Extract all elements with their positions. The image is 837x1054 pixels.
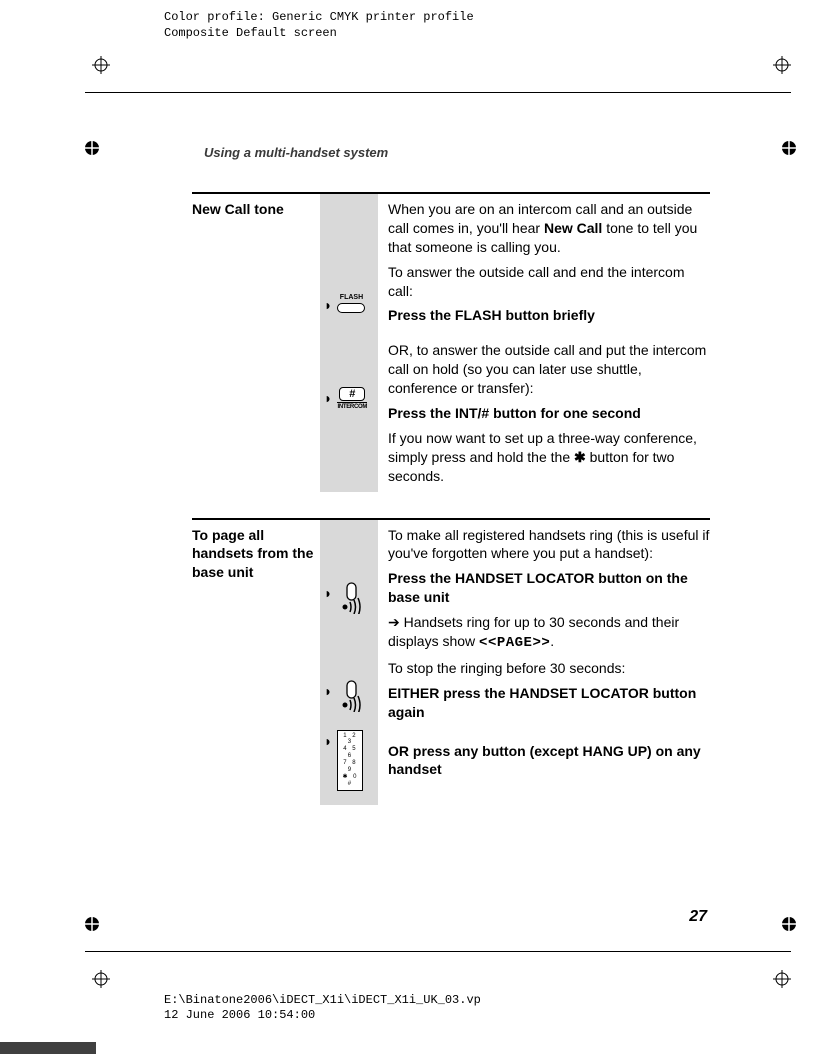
page-number: 27	[689, 908, 707, 926]
meta-date: 12 June 2006 10:54:00	[164, 1008, 481, 1024]
body-text: OR, to answer the outside call and put t…	[388, 341, 710, 398]
icon-strip: ◗ ◗	[320, 520, 378, 805]
crop-line	[85, 951, 791, 952]
crop-mark-icon	[773, 970, 791, 988]
section-title: New Call tone	[192, 194, 320, 492]
body-text: Press the FLASH button briefly	[388, 306, 710, 325]
file-meta: E:\Binatone2006\iDECT_X1i\iDECT_X1i_UK_0…	[164, 993, 481, 1024]
bottom-bar	[0, 1042, 96, 1054]
section-body: When you are on an intercom call and an …	[378, 194, 710, 492]
reg-dot-icon	[781, 140, 797, 156]
hash-label: #	[339, 387, 365, 401]
page-header: Using a multi-handset system	[204, 145, 388, 160]
reg-dot-icon	[84, 916, 100, 932]
meta-line: Color profile: Generic CMYK printer prof…	[164, 10, 474, 26]
crop-mark-icon	[92, 970, 110, 988]
body-text: To make all registered handsets ring (th…	[388, 526, 710, 564]
printer-meta: Color profile: Generic CMYK printer prof…	[164, 10, 474, 41]
keypad-row: 7 8 9	[340, 760, 360, 774]
crop-mark-icon	[92, 56, 110, 74]
locator-button-icon: ◗	[320, 582, 378, 614]
body-text: To stop the ringing before 30 seconds:	[388, 659, 710, 678]
bullet-icon: ◗	[324, 730, 332, 748]
bullet-icon: ◗	[324, 582, 332, 600]
page-content: New Call tone ◗ FLASH ◗ # INTERCOM	[192, 192, 710, 831]
keypad-icon: ◗ 1 2 3 4 5 6 7 8 9 ✱ 0 #	[320, 730, 378, 791]
body-text: To answer the outside call and end the i…	[388, 263, 710, 301]
meta-line: Composite Default screen	[164, 26, 474, 42]
body-text: EITHER press the HANDSET LOCATOR button …	[388, 684, 710, 722]
icon-strip: ◗ FLASH ◗ # INTERCOM	[320, 194, 378, 492]
keypad-row: 4 5 6	[340, 746, 360, 760]
crop-line	[85, 92, 791, 93]
flash-button-icon: ◗ FLASH	[320, 294, 378, 313]
bullet-icon: ◗	[324, 387, 332, 405]
reg-dot-icon	[84, 140, 100, 156]
meta-path: E:\Binatone2006\iDECT_X1i\iDECT_X1i_UK_0…	[164, 993, 481, 1009]
body-text: Press the HANDSET LOCATOR button on the …	[388, 569, 710, 607]
keypad-row: ✱ 0 #	[340, 774, 360, 788]
crop-mark-icon	[773, 56, 791, 74]
section-new-call-tone: New Call tone ◗ FLASH ◗ # INTERCOM	[192, 192, 710, 492]
section-body: To make all registered handsets ring (th…	[378, 520, 710, 805]
section-title: To page all handsets from the base unit	[192, 520, 320, 805]
intercom-label: INTERCOM	[337, 402, 367, 411]
bullet-icon: ◗	[324, 680, 332, 698]
section-page-handsets: To page all handsets from the base unit …	[192, 518, 710, 805]
body-text: If you now want to set up a three-way co…	[388, 429, 710, 486]
body-text: When you are on an intercom call and an …	[388, 200, 710, 257]
body-text: ➔ Handsets ring for up to 30 seconds and…	[388, 613, 710, 653]
body-text: Press the INT/# button for one second	[388, 404, 710, 423]
body-text: OR press any button (except HANG UP) on …	[388, 742, 710, 780]
bullet-icon: ◗	[324, 294, 332, 312]
reg-dot-icon	[781, 916, 797, 932]
flash-label: FLASH	[340, 294, 363, 302]
intercom-button-icon: ◗ # INTERCOM	[320, 387, 378, 411]
keypad-row: 1 2 3	[340, 733, 360, 747]
locator-button-icon: ◗	[320, 680, 378, 712]
